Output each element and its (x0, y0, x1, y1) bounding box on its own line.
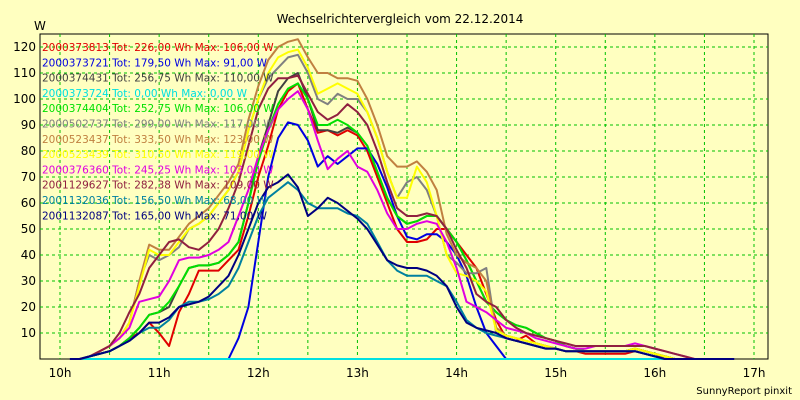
legend-entry-5: 2000374404 Tot: 252,75 Wh Max: 106,00 W (42, 103, 274, 115)
series-line-12 (69, 173, 735, 360)
y-tick-label: 100 (13, 92, 36, 106)
y-tick-label: 120 (13, 40, 36, 54)
legend-entry-4: 2000373724 Tot: 0,00 Wh Max: 0,00 W (42, 88, 248, 100)
series-lines (69, 38, 735, 360)
chart-title: Wechselrichtervergleich vom 22.12.2014 (277, 12, 524, 26)
legend-entry-2: 2000373721 Tot: 179,50 Wh Max: 91,00 W (42, 57, 268, 69)
legend-entry-11: 2001132036 Tot: 156,50 Wh Max: 68,00 W (42, 195, 268, 207)
y-tick-label: 50 (21, 222, 36, 236)
x-tick-label: 16h (643, 366, 666, 380)
y-axis-ticks: 10 20 30 40 50 60 70 80 90 100 110 120 (13, 40, 36, 340)
x-tick-label: 10h (49, 366, 72, 380)
x-axis-ticks: 10h 11h 12h 13h 14h 15h 16h 17h (49, 366, 766, 380)
legend: 2000373813 Tot: 226,00 Wh Max: 106,00 W 2… (42, 42, 274, 222)
series-line-11 (69, 181, 735, 360)
y-tick-label: 80 (21, 144, 36, 158)
y-tick-label: 90 (21, 118, 36, 132)
y-tick-label: 60 (21, 196, 36, 210)
legend-entry-8: 2000523439 Tot: 310,50 Wh Max: 119,00 W (42, 149, 274, 161)
x-tick-label: 14h (445, 366, 468, 380)
credit-text: SunnyReport pinxit (696, 386, 792, 397)
legend-entry-12: 2001132087 Tot: 165,00 Wh Max: 71,00 W (42, 210, 268, 222)
series-line-10 (69, 74, 735, 360)
x-tick-label: 15h (544, 366, 567, 380)
y-tick-label: 40 (21, 248, 36, 262)
series-line-1 (69, 82, 735, 360)
legend-entry-7: 2000523437 Tot: 333,50 Wh Max: 123,00 W (42, 134, 274, 146)
legend-entry-6: 2000502737 Tot: 299,00 Wh Max: 117,00 W (42, 119, 274, 131)
x-tick-label: 13h (346, 366, 369, 380)
y-tick-label: 110 (13, 66, 36, 80)
y-tick-label: 20 (21, 300, 36, 314)
x-tick-label: 17h (743, 366, 766, 380)
legend-entry-3: 2000374431 Tot: 256,75 Wh Max: 110,00 W (42, 73, 274, 85)
x-tick-label: 12h (247, 366, 270, 380)
x-tick-label: 11h (148, 366, 171, 380)
y-tick-label: 30 (21, 274, 36, 288)
y-tick-label: 10 (21, 326, 36, 340)
legend-entry-9: 2000376360 Tot: 245,25 Wh Max: 103,00 W (42, 164, 274, 176)
y-tick-label: 70 (21, 170, 36, 184)
legend-entry-1: 2000373813 Tot: 226,00 Wh Max: 106,00 W (42, 42, 274, 54)
y-axis-label: W (34, 19, 46, 33)
legend-entry-10: 2001129627 Tot: 282,38 Wh Max: 109,00 W (42, 180, 274, 192)
